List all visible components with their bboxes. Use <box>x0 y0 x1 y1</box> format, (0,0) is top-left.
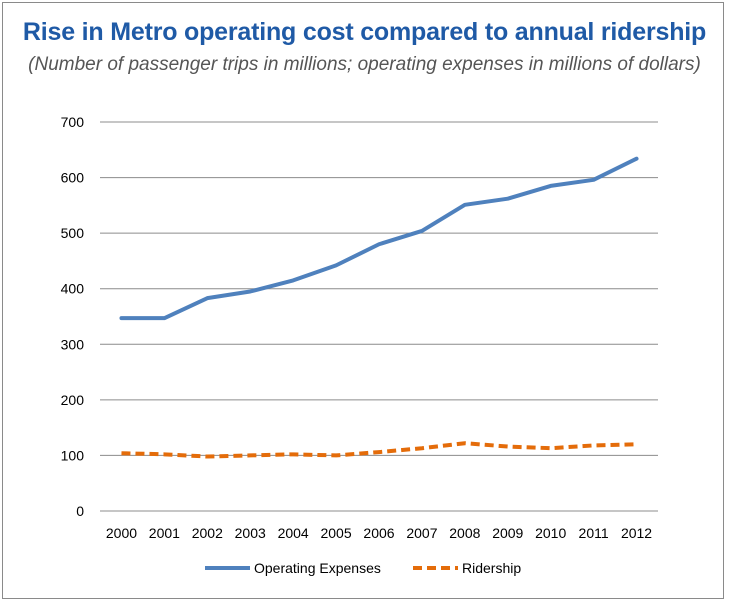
x-tick-label: 2001 <box>149 525 180 541</box>
x-tick-label: 2002 <box>192 525 223 541</box>
x-tick-label: 2009 <box>492 525 523 541</box>
y-tick-label: 700 <box>61 114 85 130</box>
chart-frame <box>2 2 724 599</box>
chart-title: Rise in Metro operating cost compared to… <box>22 18 707 46</box>
chart-subtitle: (Number of passenger trips in millions; … <box>28 54 701 75</box>
legend-label: Ridership <box>462 560 521 576</box>
series-line-operating-expenses <box>119 156 639 321</box>
x-tick-label: 2004 <box>278 525 309 541</box>
x-tick-label: 2008 <box>449 525 480 541</box>
legend-label: Operating Expenses <box>254 560 381 576</box>
x-tick-label: 2007 <box>406 525 437 541</box>
series-lines <box>119 156 639 459</box>
x-tick-label: 2010 <box>535 525 566 541</box>
x-tick-label: 2005 <box>320 525 351 541</box>
y-tick-label: 500 <box>61 225 85 241</box>
x-tick-label: 2006 <box>363 525 394 541</box>
y-tick-label: 400 <box>61 281 85 297</box>
y-tick-label: 200 <box>61 392 85 408</box>
y-tick-label: 600 <box>61 170 85 186</box>
x-tick-label: 2011 <box>579 525 609 541</box>
x-axis-ticks: 2000 2001 2002 2003 2004 2005 2006 2007 2008 2009… <box>106 525 652 541</box>
x-tick-label: 2000 <box>106 525 137 541</box>
y-tick-label: 300 <box>61 336 85 352</box>
y-axis-ticks: 0 100 200 300 400 500 600 700 <box>61 114 85 519</box>
y-tick-label: 100 <box>61 447 85 463</box>
y-tick-label: 0 <box>76 503 84 519</box>
x-tick-label: 2003 <box>235 525 266 541</box>
x-tick-label: 2012 <box>621 525 652 541</box>
series-line-ridership <box>121 441 637 459</box>
legend: Operating Expenses Ridership <box>205 560 521 576</box>
